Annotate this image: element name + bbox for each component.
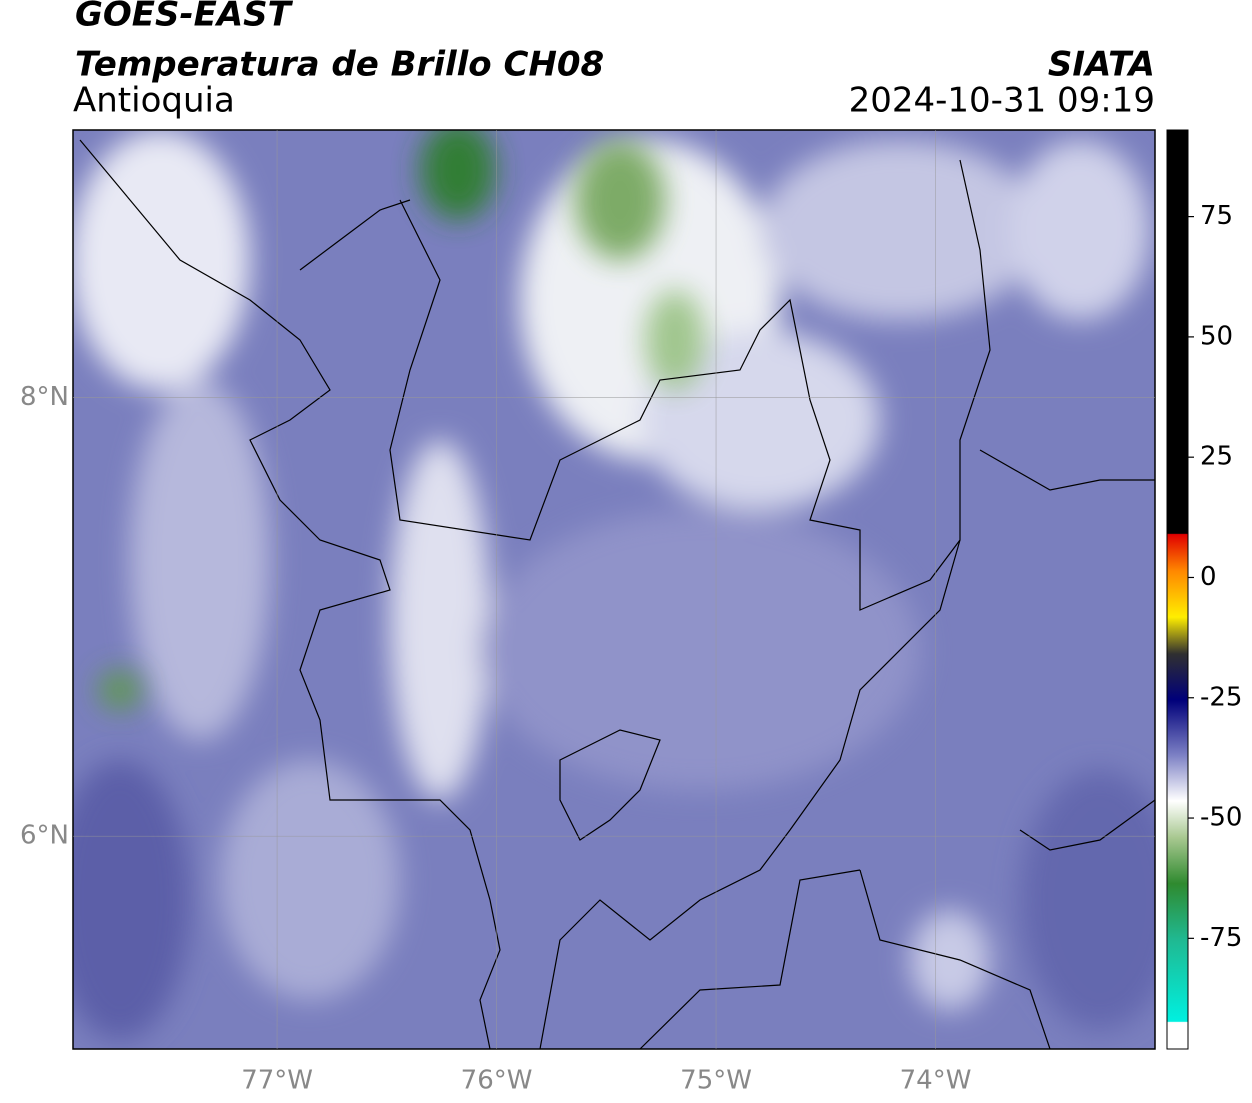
colorbar-tick-label: 25 <box>1200 442 1233 472</box>
region: Antioquia <box>73 81 235 121</box>
source: SIATA <box>1048 45 1155 85</box>
x-tick-label: 77°W <box>241 1066 313 1096</box>
y-tick-label: 6°N <box>20 821 69 851</box>
timestamp: 2024-10-31 09:19 <box>849 81 1155 121</box>
colorbar-tick-label: 50 <box>1200 321 1233 351</box>
y-tick-label: 8°N <box>20 382 69 412</box>
map-frame <box>72 129 1156 1050</box>
colorbar-tick-label: 0 <box>1200 562 1217 592</box>
x-tick-label: 74°W <box>900 1066 972 1096</box>
colorbar-tick-label: -75 <box>1200 923 1242 953</box>
colorbar-tick-label: -50 <box>1200 803 1242 833</box>
x-tick-label: 76°W <box>461 1066 533 1096</box>
colorbar-tick-label: -25 <box>1200 682 1242 712</box>
colorbar <box>1166 129 1189 1050</box>
title: GOES-EAST <box>75 0 294 35</box>
x-tick-label: 75°W <box>680 1066 752 1096</box>
subtitle: Temperatura de Brillo CH08 <box>75 45 604 85</box>
colorbar-tick-label: 75 <box>1200 201 1233 231</box>
map-image <box>73 130 1155 1049</box>
